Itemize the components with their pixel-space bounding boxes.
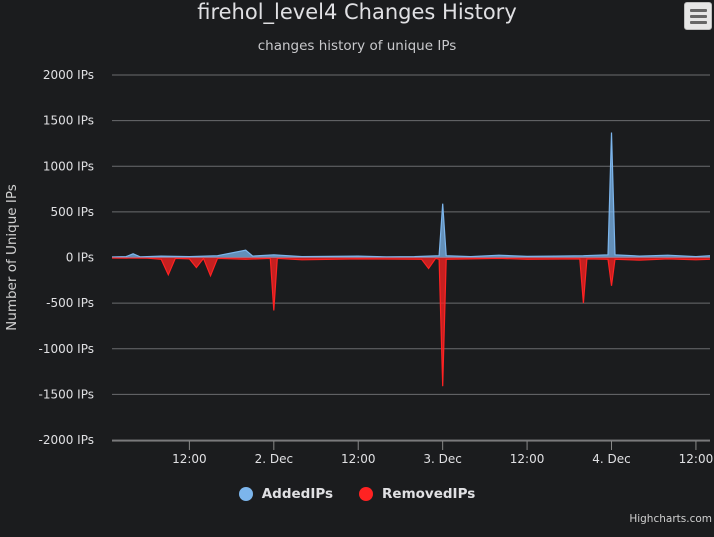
y-tick-label: 500 IPs [50,205,94,219]
x-tick-label: 4. Dec [592,452,630,466]
hamburger-menu-icon-bar [690,15,707,18]
series-line-RemovedIPs [111,257,711,387]
x-tick-label: 12:00 [172,452,207,466]
highcharts-credits-link[interactable]: Highcharts.com [629,513,712,525]
chart-subtitle: changes history of unique IPs [257,38,457,54]
x-tick-label: 2. Dec [255,452,293,466]
legend-label-added: AddedIPs [261,486,334,502]
y-tick-label: -1000 IPs [39,342,95,356]
y-tick-label: 0 IPs [66,251,94,265]
x-tick-label: 3. Dec [423,452,461,466]
legend-marker-added [238,487,253,501]
series-area-RemovedIPs [112,257,710,387]
legend-item-added[interactable]: AddedIPs [238,486,334,502]
series-area-AddedIPs [112,132,710,258]
y-tick-label: 1500 IPs [43,114,94,128]
legend-marker-removed [359,487,374,501]
x-tick-label: 12:00 [341,452,376,466]
hamburger-menu-icon-bar [690,21,707,24]
y-tick-label: 1000 IPs [43,159,94,173]
y-tick-label: -1500 IPs [39,387,95,401]
legend-item-removed[interactable]: RemovedIPs [359,486,475,502]
legend-label-removed: RemovedIPs [382,486,476,502]
chart-context-menu-button[interactable] [684,2,712,30]
x-tick-label: 12:00 [679,452,714,466]
y-axis-title: Number of Unique IPs [4,184,20,331]
chart-legend: AddedIPs RemovedIPs [0,486,714,502]
y-tick-label: -2000 IPs [39,433,95,447]
series-line-AddedIPs [111,132,711,258]
y-tick-label: -500 IPs [46,296,94,310]
x-tick-label: 12:00 [510,452,545,466]
hamburger-menu-icon [690,9,707,12]
chart-plot-area: 2000 IPs 1500 IPs 1000 IPs 500 IPs 0 IPs -500… [4,68,714,466]
y-tick-label: 2000 IPs [43,68,94,82]
chart-title: firehol_level4 Changes History [197,0,517,24]
